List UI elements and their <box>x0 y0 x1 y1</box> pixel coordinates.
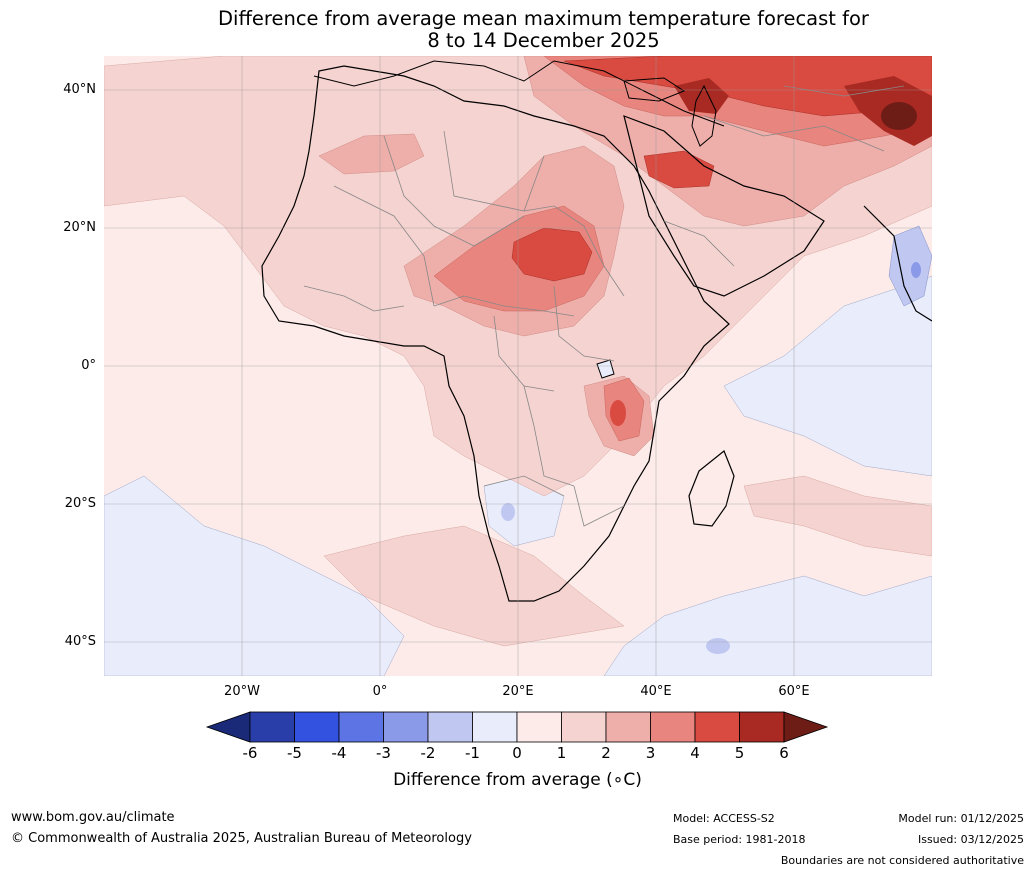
extreme-spot-central-asia <box>881 102 917 130</box>
very-hot-region-caucasus <box>674 78 729 114</box>
hot-region-sudan <box>511 227 593 282</box>
colorbar-tick-label: 2 <box>601 744 611 762</box>
colorbar-segment <box>294 711 340 743</box>
cool-region-south-atlantic <box>104 475 405 676</box>
anomaly-map <box>104 56 932 676</box>
footer-copyright: © Commonwealth of Australia 2025, Austra… <box>11 831 472 846</box>
lon-label-60e: 60°E <box>778 684 810 699</box>
coastline-india <box>863 205 932 322</box>
colorbar-extend-max <box>783 711 829 743</box>
colorbar-segment <box>650 711 696 743</box>
cool-spot-namibia <box>501 503 515 521</box>
map-canvas <box>104 56 932 676</box>
lat-label-0: 0° <box>81 358 96 373</box>
title-line-1: Difference from average mean maximum tem… <box>218 7 869 30</box>
coastline-africa <box>261 65 730 602</box>
coastline-black-sea <box>623 77 686 102</box>
colorbar-tick-label: -5 <box>287 744 302 762</box>
colorbar-tick-label: -4 <box>331 744 347 762</box>
colorbar-tick-label: 5 <box>734 744 745 762</box>
lon-label-20w: 20°W <box>224 684 260 699</box>
cool-spot-south-ocean <box>706 638 730 654</box>
cool-region-indian-ocean <box>723 275 932 477</box>
lat-label-40s: 40°S <box>64 634 96 649</box>
footer-model: Model: ACCESS-S2 <box>673 812 775 825</box>
warm-region-maghreb <box>318 133 425 175</box>
footer-website: www.bom.gov.au/climate <box>11 810 175 825</box>
colorbar-segment <box>472 711 518 743</box>
colorbar-tick-label: 3 <box>645 744 656 762</box>
colorbar-tick-label: -6 <box>242 744 258 762</box>
coastline-europe <box>313 60 725 127</box>
hot-spot-mozambique <box>610 400 626 426</box>
colorbar-segment <box>516 711 562 743</box>
hot-region-arabia <box>643 150 715 189</box>
colorbar-tick-label: -1 <box>465 744 480 762</box>
footer-base-period: Base period: 1981-2018 <box>673 833 806 846</box>
coastline-caspian <box>691 84 717 147</box>
title-line-2: 8 to 14 December 2025 <box>427 29 660 52</box>
lon-label-20e: 20°E <box>502 684 534 699</box>
footer-disclaimer: Boundaries are not considered authoritat… <box>780 854 1024 867</box>
cool-region-south-indian <box>603 575 932 676</box>
colorbar-tick-label: -2 <box>420 744 436 762</box>
lat-label-20n: 20°N <box>63 220 96 235</box>
country-borders <box>303 85 905 527</box>
colorbar-segment <box>249 711 295 743</box>
map-title: Difference from average mean maximum tem… <box>0 8 1035 52</box>
lon-label-0: 0° <box>372 684 388 699</box>
cool-spot-india <box>911 262 921 278</box>
colorbar-tick-label: -3 <box>376 744 391 762</box>
colorbar-segment <box>561 711 607 743</box>
colorbar-tick-label: 6 <box>779 744 789 762</box>
colorbar-label: Difference from average (∘C) <box>393 770 642 790</box>
colorbar-tick-label: 1 <box>556 744 567 762</box>
lon-label-40e: 40°E <box>640 684 672 699</box>
warm-region-south-indian <box>743 475 932 557</box>
colorbar-tick-label: 4 <box>690 744 700 762</box>
colorbar-tick-label: 0 <box>512 744 522 762</box>
colorbar-segment <box>338 711 384 743</box>
lake-victoria <box>596 359 615 379</box>
graticule <box>104 56 932 676</box>
footer-issued: Issued: 03/12/2025 <box>917 833 1024 846</box>
colorbar-segment <box>694 711 740 743</box>
footer-model-run: Model run: 01/12/2025 <box>898 812 1024 825</box>
cool-region-india <box>888 225 932 307</box>
coastline-arabia <box>623 115 825 297</box>
warm-region-southern <box>323 525 625 647</box>
colorbar-segment <box>605 711 651 743</box>
lat-label-40n: 40°N <box>63 82 96 97</box>
colorbar-segment <box>383 711 429 743</box>
coastline-madagascar <box>688 450 735 527</box>
colorbar-extend-min <box>205 711 251 743</box>
colorbar-segment <box>739 711 785 743</box>
colorbar-segment <box>427 711 473 743</box>
lat-label-20s: 20°S <box>64 496 96 511</box>
